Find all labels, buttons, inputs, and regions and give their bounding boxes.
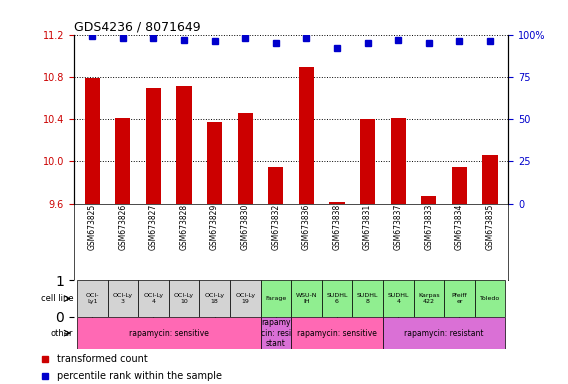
Text: GSM673837: GSM673837	[394, 204, 403, 250]
FancyBboxPatch shape	[230, 280, 261, 317]
Bar	[421, 196, 436, 204]
Text: OCI-Ly
18: OCI-Ly 18	[204, 293, 225, 304]
FancyBboxPatch shape	[261, 280, 291, 317]
FancyBboxPatch shape	[138, 280, 169, 317]
Text: SUDHL
6: SUDHL 6	[326, 293, 348, 304]
Text: GSM673829: GSM673829	[210, 204, 219, 250]
Bar	[329, 202, 345, 204]
Text: GSM673835: GSM673835	[486, 204, 495, 250]
Text: rapamycin: sensitive: rapamycin: sensitive	[129, 329, 208, 338]
FancyBboxPatch shape	[169, 280, 199, 317]
Bar	[360, 119, 375, 204]
Text: rapamycin: resistant: rapamycin: resistant	[404, 329, 484, 338]
Bar	[391, 118, 406, 204]
Text: GSM673833: GSM673833	[424, 204, 433, 250]
Text: GSM673828: GSM673828	[179, 204, 189, 250]
Text: Toledo: Toledo	[480, 296, 500, 301]
Bar	[299, 67, 314, 204]
Bar	[85, 78, 100, 204]
Text: OCI-Ly
10: OCI-Ly 10	[174, 293, 194, 304]
Bar	[237, 113, 253, 204]
FancyBboxPatch shape	[261, 317, 291, 349]
Bar	[207, 122, 222, 204]
Text: OCI-
Ly1: OCI- Ly1	[85, 293, 99, 304]
FancyBboxPatch shape	[199, 280, 230, 317]
Text: GDS4236 / 8071649: GDS4236 / 8071649	[74, 20, 201, 33]
FancyBboxPatch shape	[444, 280, 475, 317]
Text: OCI-Ly
19: OCI-Ly 19	[235, 293, 255, 304]
FancyBboxPatch shape	[383, 280, 414, 317]
Bar	[146, 88, 161, 204]
Text: GSM673834: GSM673834	[455, 204, 464, 250]
FancyBboxPatch shape	[352, 280, 383, 317]
FancyBboxPatch shape	[321, 280, 352, 317]
Bar	[452, 167, 467, 204]
Bar	[176, 86, 191, 204]
Text: Pfeiff
er: Pfeiff er	[452, 293, 467, 304]
FancyBboxPatch shape	[475, 280, 506, 317]
Bar	[268, 167, 283, 204]
Text: GSM673825: GSM673825	[87, 204, 97, 250]
Bar	[115, 118, 131, 204]
Text: GSM673830: GSM673830	[241, 204, 250, 250]
Text: other: other	[51, 329, 73, 338]
Text: percentile rank within the sample: percentile rank within the sample	[57, 371, 222, 381]
Text: transformed count: transformed count	[57, 354, 148, 364]
Text: Karpas
422: Karpas 422	[418, 293, 440, 304]
Text: GSM673836: GSM673836	[302, 204, 311, 250]
FancyBboxPatch shape	[107, 280, 138, 317]
FancyBboxPatch shape	[77, 317, 261, 349]
Text: rapamycin: sensitive: rapamycin: sensitive	[297, 329, 377, 338]
Text: SUDHL
8: SUDHL 8	[357, 293, 378, 304]
Text: GSM673832: GSM673832	[272, 204, 280, 250]
Text: GSM673827: GSM673827	[149, 204, 158, 250]
Text: GSM673826: GSM673826	[118, 204, 127, 250]
FancyBboxPatch shape	[291, 280, 321, 317]
Text: OCI-Ly
4: OCI-Ly 4	[143, 293, 164, 304]
Text: cell line: cell line	[40, 294, 73, 303]
Text: Farage: Farage	[265, 296, 286, 301]
Text: WSU-N
IH: WSU-N IH	[296, 293, 317, 304]
FancyBboxPatch shape	[291, 317, 383, 349]
FancyBboxPatch shape	[77, 280, 107, 317]
FancyBboxPatch shape	[383, 317, 506, 349]
Text: GSM673838: GSM673838	[332, 204, 341, 250]
Text: OCI-Ly
3: OCI-Ly 3	[112, 293, 133, 304]
Text: GSM673831: GSM673831	[363, 204, 372, 250]
Text: rapamy
cin: resi
stant: rapamy cin: resi stant	[261, 318, 291, 348]
FancyBboxPatch shape	[414, 280, 444, 317]
Text: SUDHL
4: SUDHL 4	[387, 293, 409, 304]
Bar	[482, 155, 498, 204]
